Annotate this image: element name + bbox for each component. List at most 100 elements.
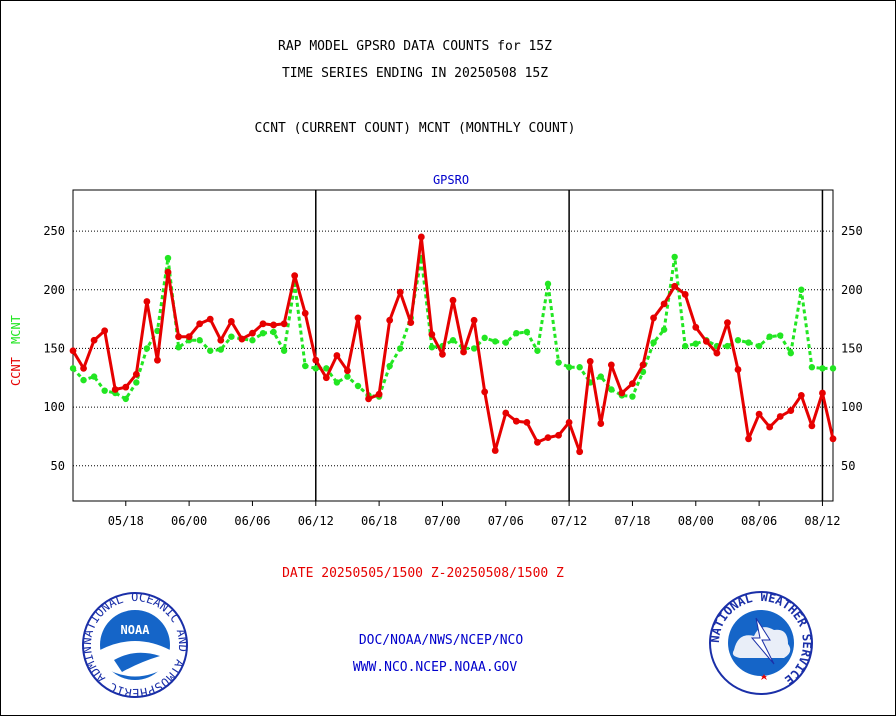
data-point-mcnt: [323, 365, 330, 372]
data-point-ccnt: [681, 291, 689, 298]
data-point-mcnt: [175, 344, 182, 351]
ytick-right-label: 150: [841, 341, 863, 355]
data-point-ccnt: [322, 374, 330, 382]
data-point-mcnt: [80, 376, 87, 384]
data-point-ccnt: [449, 296, 457, 304]
data-point-mcnt: [565, 364, 573, 371]
data-point-ccnt: [629, 380, 636, 388]
data-point-mcnt: [745, 339, 752, 346]
data-point-ccnt: [238, 335, 246, 343]
data-point-ccnt: [555, 431, 562, 439]
data-point-mcnt: [513, 329, 520, 337]
data-point-mcnt: [143, 345, 151, 352]
series-line-mcnt: [71, 255, 833, 401]
data-point-mcnt: [682, 342, 689, 350]
data-point-ccnt: [280, 320, 288, 328]
data-point-ccnt: [206, 315, 214, 323]
data-point-ccnt: [766, 423, 774, 431]
chart-subtitle: CCNT (CURRENT COUNT) MCNT (MONTHLY COUNT…: [254, 121, 576, 136]
data-point-ccnt: [523, 418, 531, 426]
nws-logo[interactable]: NATIONAL WEATHER SERVICE: [708, 590, 814, 696]
data-point-ccnt: [534, 438, 541, 446]
data-point-ccnt: [69, 347, 77, 355]
data-point-mcnt: [798, 286, 805, 293]
ytick-left-label: 200: [43, 283, 65, 297]
data-point-ccnt: [175, 333, 182, 341]
data-point-ccnt: [607, 361, 615, 369]
data-point-mcnt: [492, 338, 499, 345]
xtick-label: 07/00: [424, 514, 460, 528]
xtick-label: 08/00: [678, 514, 714, 528]
data-point-ccnt: [724, 319, 731, 327]
data-point-ccnt: [808, 422, 816, 430]
data-point-ccnt: [819, 389, 826, 397]
data-point-ccnt: [776, 413, 784, 420]
data-point-ccnt: [301, 309, 309, 317]
xtick-label: 08/12: [804, 514, 840, 528]
data-point-ccnt: [671, 282, 679, 290]
ylabel-ccnt: CCNT: [9, 357, 23, 386]
data-point-mcnt: [766, 333, 773, 340]
data-point-mcnt: [154, 327, 161, 335]
data-point-ccnt: [491, 447, 499, 454]
data-point-ccnt: [101, 327, 109, 335]
data-point-ccnt: [829, 435, 837, 443]
panel-title: GPSRO: [433, 173, 469, 187]
data-point-ccnt: [333, 352, 341, 359]
data-point-ccnt: [702, 337, 710, 345]
ytick-right-label: 50: [841, 459, 855, 473]
data-point-ccnt: [122, 383, 130, 391]
data-point-mcnt: [259, 329, 267, 337]
data-point-mcnt: [312, 365, 319, 372]
data-point-ccnt: [597, 420, 605, 427]
data-point-ccnt: [90, 336, 98, 344]
data-point-mcnt: [354, 382, 362, 390]
data-point-mcnt: [270, 328, 277, 336]
data-point-ccnt: [80, 364, 87, 372]
xtick-label: 06/00: [171, 514, 207, 528]
data-point-mcnt: [101, 387, 108, 394]
plot-area-border: [72, 189, 834, 502]
data-point-mcnt: [660, 326, 668, 333]
data-point-mcnt: [671, 253, 678, 261]
website-link[interactable]: WWW.NCO.NCEP.NOAA.GOV: [352, 660, 518, 675]
org-link[interactable]: DOC/NOAA/NWS/NCEP/NCO: [358, 633, 524, 648]
ytick-right-label: 250: [841, 224, 863, 238]
data-point-ccnt: [111, 386, 119, 393]
data-point-mcnt: [544, 280, 552, 288]
data-point-mcnt: [397, 345, 404, 352]
data-point-mcnt: [555, 359, 562, 366]
noaa-logo[interactable]: NATIONAL OCEANIC AND ATMOSPHERIC ADMINIS…: [80, 590, 190, 700]
data-point-ccnt: [217, 336, 225, 344]
data-point-mcnt: [597, 373, 604, 380]
data-point-mcnt: [576, 364, 583, 371]
xtick-label: 06/12: [298, 514, 334, 528]
data-point-mcnt: [829, 365, 837, 372]
data-point-mcnt: [69, 365, 77, 372]
data-point-mcnt: [217, 346, 224, 353]
data-point-ccnt: [407, 319, 415, 327]
data-point-ccnt: [660, 300, 668, 308]
data-point-ccnt: [249, 329, 256, 337]
ytick-left-label: 150: [43, 341, 65, 355]
data-point-mcnt: [207, 347, 214, 354]
data-point-mcnt: [734, 337, 742, 344]
data-point-mcnt: [196, 337, 203, 344]
ylabel-mcnt: MCNT: [9, 315, 23, 344]
data-point-mcnt: [280, 347, 288, 354]
data-point-ccnt: [132, 370, 140, 378]
date-range: DATE 20250505/1500 Z-20250508/1500 Z: [282, 566, 564, 581]
data-point-mcnt: [523, 328, 531, 336]
data-point-ccnt: [734, 366, 742, 373]
ytick-left-label: 250: [43, 224, 65, 238]
data-point-ccnt: [713, 349, 721, 357]
data-point-mcnt: [470, 345, 478, 352]
data-point-ccnt: [787, 407, 795, 415]
xtick-label: 06/18: [361, 514, 397, 528]
data-point-mcnt: [502, 339, 509, 346]
data-point-ccnt: [196, 320, 204, 328]
data-point-mcnt: [608, 386, 615, 393]
data-point-ccnt: [270, 321, 277, 329]
data-point-ccnt: [227, 318, 235, 325]
data-point-mcnt: [302, 362, 309, 370]
